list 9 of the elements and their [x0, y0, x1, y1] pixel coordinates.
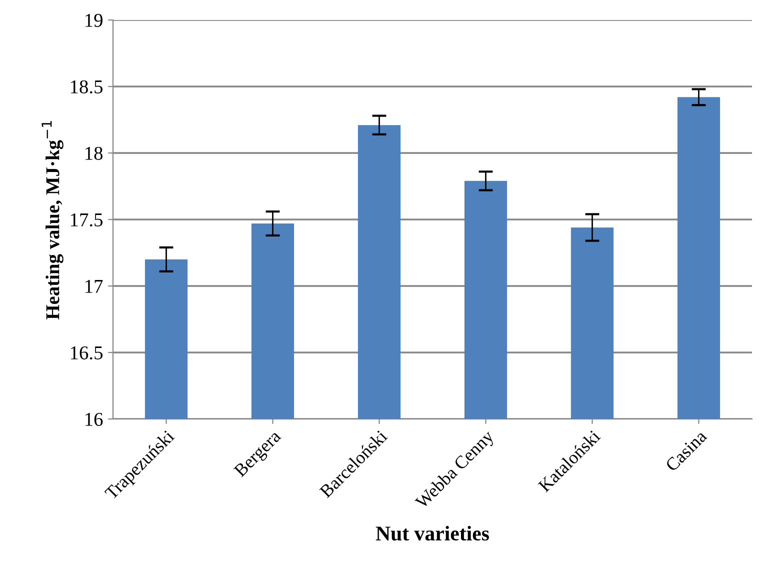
y-tick-label: 18.5	[70, 80, 103, 94]
y-tick-label: 17.5	[70, 213, 103, 227]
y-tick-label: 16	[86, 412, 103, 426]
y-tick-label: 18	[86, 146, 103, 160]
y-axis-title: Heating value, MJ·kg$^{−1}$	[42, 120, 64, 320]
x-axis-title: Nut varieties	[376, 526, 489, 541]
y-tick-label: 19	[86, 14, 102, 27]
y-tick-label: 16.5	[70, 346, 103, 360]
y-tick-label: 17	[86, 280, 103, 293]
